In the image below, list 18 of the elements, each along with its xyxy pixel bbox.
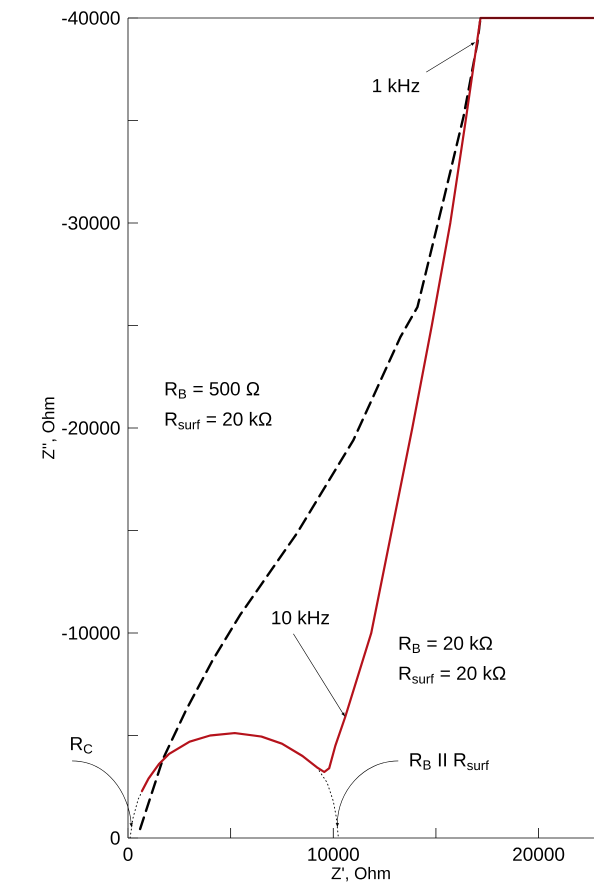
annotation: R$_{C}$ [71, 737, 92, 754]
y-axis-title: Z'', Ohm [42, 398, 56, 460]
x-tick-label: 10000 [308, 848, 359, 861]
annotation: R$_{surf}$ = 20 kΩ [166, 412, 272, 430]
annotation: 1 kHz [373, 78, 420, 92]
y-tick-label: -20000 [62, 421, 120, 435]
annotation: R$_{B}$ = 500 Ω [166, 382, 260, 399]
annotation: 10 kHz [272, 610, 329, 624]
y-tick-label: -10000 [62, 626, 120, 640]
y-tick-label: 0 [110, 831, 120, 845]
annotation: R$_{B}$ = 20 kΩ [400, 636, 492, 653]
y-tick-label: -40000 [62, 11, 120, 25]
x-tick-label: 0 [123, 848, 133, 861]
annotation: R$_{B}$ II R$_{surf}$ [410, 753, 489, 770]
y-tick-label: -30000 [62, 216, 120, 230]
x-axis-title: Z', Ohm [332, 866, 390, 882]
x-tick-label: 20000 [513, 848, 564, 861]
annotation: R$_{surf}$ = 20 kΩ [400, 666, 506, 684]
